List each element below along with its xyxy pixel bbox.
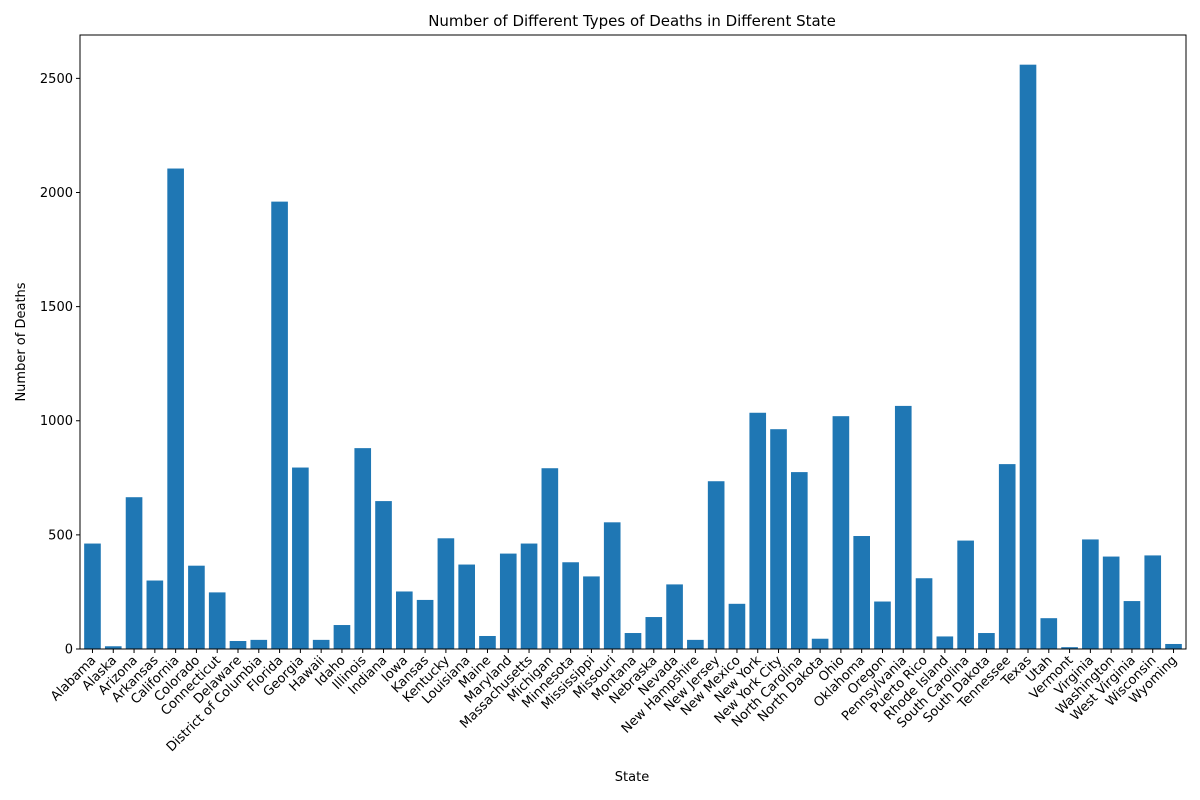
x-axis-label: State [615, 770, 649, 785]
bar [520, 543, 538, 649]
bar [666, 584, 683, 649]
bar [312, 639, 330, 649]
bar [354, 448, 372, 649]
bar [957, 540, 974, 649]
y-tick-label: 1500 [40, 300, 73, 315]
bar [874, 601, 891, 649]
bar [770, 429, 787, 649]
bar [229, 641, 247, 649]
y-tick-label: 500 [48, 528, 73, 543]
bar [853, 536, 870, 649]
bar [915, 578, 933, 649]
y-tick-label: 2000 [40, 186, 73, 201]
bar [645, 617, 663, 649]
y-tick-label: 0 [65, 643, 73, 658]
y-tick-label: 2500 [40, 72, 73, 87]
bar [499, 553, 517, 649]
bars-group [84, 64, 1182, 650]
bar [707, 481, 725, 649]
bar [84, 543, 101, 649]
bar [1019, 64, 1037, 650]
bar [583, 576, 600, 649]
bar [146, 580, 164, 649]
bar [728, 603, 746, 649]
y-axis: 0 500 1000 1500 2000 2500 [40, 72, 80, 658]
bar [167, 168, 184, 649]
bar [396, 591, 413, 649]
bar [1082, 539, 1099, 649]
bar [541, 468, 559, 649]
chart-title: Number of Different Types of Deaths in D… [428, 12, 836, 30]
bar [749, 412, 767, 649]
bar [250, 639, 268, 649]
bar [479, 635, 496, 649]
bar [333, 625, 351, 649]
bar [1144, 555, 1162, 649]
y-axis-label: Number of Deaths [14, 282, 29, 401]
bar [936, 636, 954, 649]
bar [104, 646, 122, 649]
bar [1123, 601, 1141, 649]
bar [292, 467, 309, 649]
bar [1102, 556, 1120, 649]
bar [1061, 647, 1078, 649]
bar [271, 201, 288, 649]
bar [1040, 618, 1058, 649]
bar [458, 564, 475, 649]
bar [562, 562, 579, 649]
bar [791, 472, 808, 649]
plot-frame [79, 34, 1187, 650]
y-tick-label: 1000 [40, 414, 73, 429]
bar [375, 501, 392, 649]
bar [416, 599, 434, 649]
bar [998, 464, 1016, 649]
bar [437, 538, 455, 649]
bar [188, 565, 205, 649]
bar [208, 592, 226, 649]
bar [1165, 643, 1182, 649]
bar [832, 416, 850, 649]
bar [624, 633, 642, 649]
bar [687, 639, 704, 649]
bar [811, 638, 829, 649]
bar [978, 633, 995, 649]
bar [125, 497, 143, 649]
bar [603, 522, 621, 649]
bar [894, 405, 912, 649]
x-axis: AlabamaAlaskaArizonaArkansasCaliforniaCo… [48, 649, 1180, 755]
